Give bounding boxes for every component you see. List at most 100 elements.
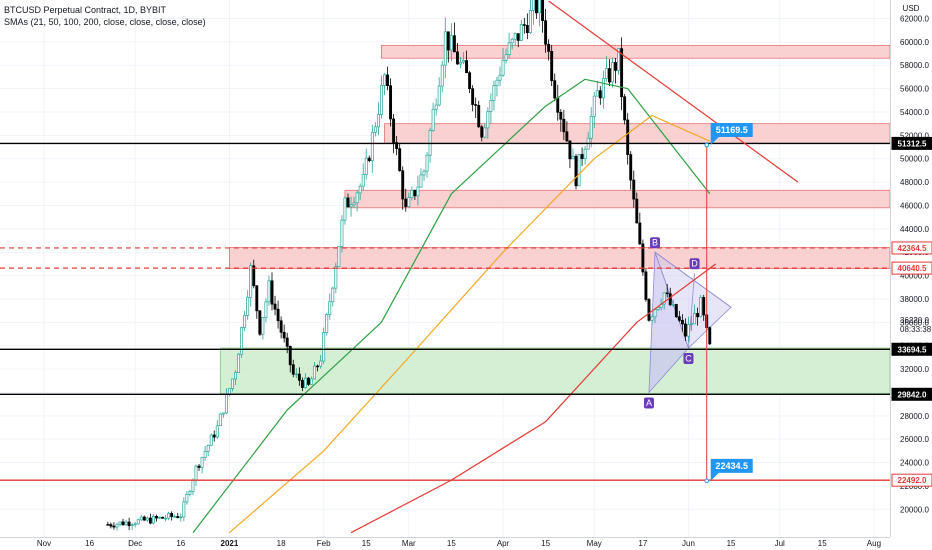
candle-body	[307, 377, 310, 385]
target-callout-2: 22434.5	[715, 461, 748, 471]
candle-body	[492, 85, 496, 101]
candle-body	[617, 48, 621, 71]
candle-body	[459, 61, 462, 65]
candle-body	[404, 198, 408, 207]
candle-body	[589, 116, 593, 139]
candle-body	[440, 64, 444, 87]
candle-body	[288, 345, 292, 366]
candle-body	[516, 33, 520, 41]
level-tag-33694.5-bg	[891, 342, 932, 356]
point-label-b-bg	[650, 237, 661, 249]
chart-legend: BTCUSD Perpetual Contract, 1D, BYBIT SMA…	[4, 4, 206, 28]
candle-body	[322, 332, 326, 362]
candle-body	[620, 48, 624, 98]
candle-body	[127, 521, 131, 526]
countdown-label: 08:33:38	[900, 325, 932, 334]
candle-body	[124, 521, 128, 526]
candle-body	[577, 154, 581, 187]
candle-body	[249, 265, 253, 298]
chart-title: BTCUSD Perpetual Contract, 1D, BYBIT	[4, 5, 167, 15]
candle-body	[221, 412, 225, 415]
candle-body	[270, 280, 274, 305]
candle-body	[325, 314, 329, 333]
candle-body	[489, 100, 493, 112]
price-zones	[219, 44, 891, 395]
time-tick-label: 15	[447, 539, 456, 548]
candle-body	[477, 105, 481, 128]
candle-body	[231, 378, 234, 389]
price-tick-label: 48000.0	[900, 178, 929, 187]
candle-body	[480, 126, 484, 138]
moving-averages	[192, 78, 717, 534]
candle-body	[611, 62, 614, 83]
candle-body	[449, 35, 453, 51]
candle-body	[419, 174, 423, 188]
candle-body	[130, 524, 134, 526]
candle-body	[574, 155, 578, 187]
price-tick-label: 44000.0	[900, 225, 929, 234]
candle-body	[632, 179, 636, 200]
candle-body	[547, 43, 551, 52]
candle-body	[510, 38, 514, 44]
price-tick-label: 36000.0	[900, 318, 929, 327]
candle-body	[243, 315, 247, 328]
time-tick-label: 15	[362, 539, 371, 548]
candle-body	[601, 78, 605, 99]
candle-body	[553, 80, 557, 99]
candle-body	[699, 297, 703, 318]
candle-body	[693, 313, 697, 325]
level-tag-42364.5-bg	[891, 241, 932, 255]
time-tick-label: Mar	[402, 539, 416, 548]
candle-body	[535, 0, 538, 14]
candle-body	[234, 372, 237, 380]
point-label-c-bg	[683, 353, 694, 365]
time-axis[interactable]: Nov 16 Dec 16 2021 18 Feb 15 Mar 15 Apr 15 May 17 Jun 1…	[0, 537, 890, 549]
candle-body	[474, 104, 478, 106]
candle-body	[121, 521, 125, 526]
level-tag-51312.5-bg	[891, 136, 932, 150]
candle-body	[392, 118, 396, 143]
candle-body	[434, 104, 438, 110]
candle-body	[614, 62, 617, 71]
time-tick-label: Jun	[682, 539, 695, 548]
candle-body	[112, 525, 116, 528]
candle-body	[407, 197, 411, 207]
candle-body	[237, 353, 241, 373]
point-label-a: A	[646, 398, 652, 408]
sma-50-line	[192, 78, 711, 534]
candle-body	[215, 425, 219, 438]
candle-body	[352, 202, 356, 206]
candle-body	[185, 493, 189, 503]
candle-body	[528, 10, 532, 34]
downtrend-line[interactable]	[548, 0, 799, 183]
candle-body	[118, 521, 122, 525]
candle-body	[212, 434, 216, 438]
candle-body	[109, 524, 113, 527]
candle-body	[559, 111, 563, 120]
price-tick-label: 46000.0	[900, 201, 929, 210]
candle-body	[346, 197, 350, 208]
candle-body	[671, 304, 675, 306]
candle-body	[155, 515, 158, 519]
candle-body	[252, 265, 256, 287]
candle-body	[544, 20, 548, 45]
candle-body	[203, 450, 207, 458]
candle-body	[446, 31, 450, 51]
candle-body	[151, 515, 155, 524]
candle-body	[367, 157, 371, 161]
target-callout-1: 51169.5	[716, 125, 748, 135]
level-tag-29842.0-bg	[891, 387, 932, 401]
candle-body	[358, 185, 362, 194]
price-axis[interactable]: USD20000.022000.024000.026000.028000.030…	[890, 0, 932, 537]
candle-body	[519, 24, 523, 41]
horizontal-levels[interactable]	[0, 142, 890, 481]
time-tick-label: Jul	[775, 539, 785, 548]
price-tick-label: 26000.0	[900, 435, 929, 444]
trendline[interactable]	[548, 0, 799, 183]
candle-body	[294, 373, 298, 376]
candle-body	[571, 155, 575, 160]
target-callout-1-bg	[710, 123, 753, 146]
target-callout-2-bg	[710, 458, 753, 481]
candle-body	[161, 516, 165, 519]
